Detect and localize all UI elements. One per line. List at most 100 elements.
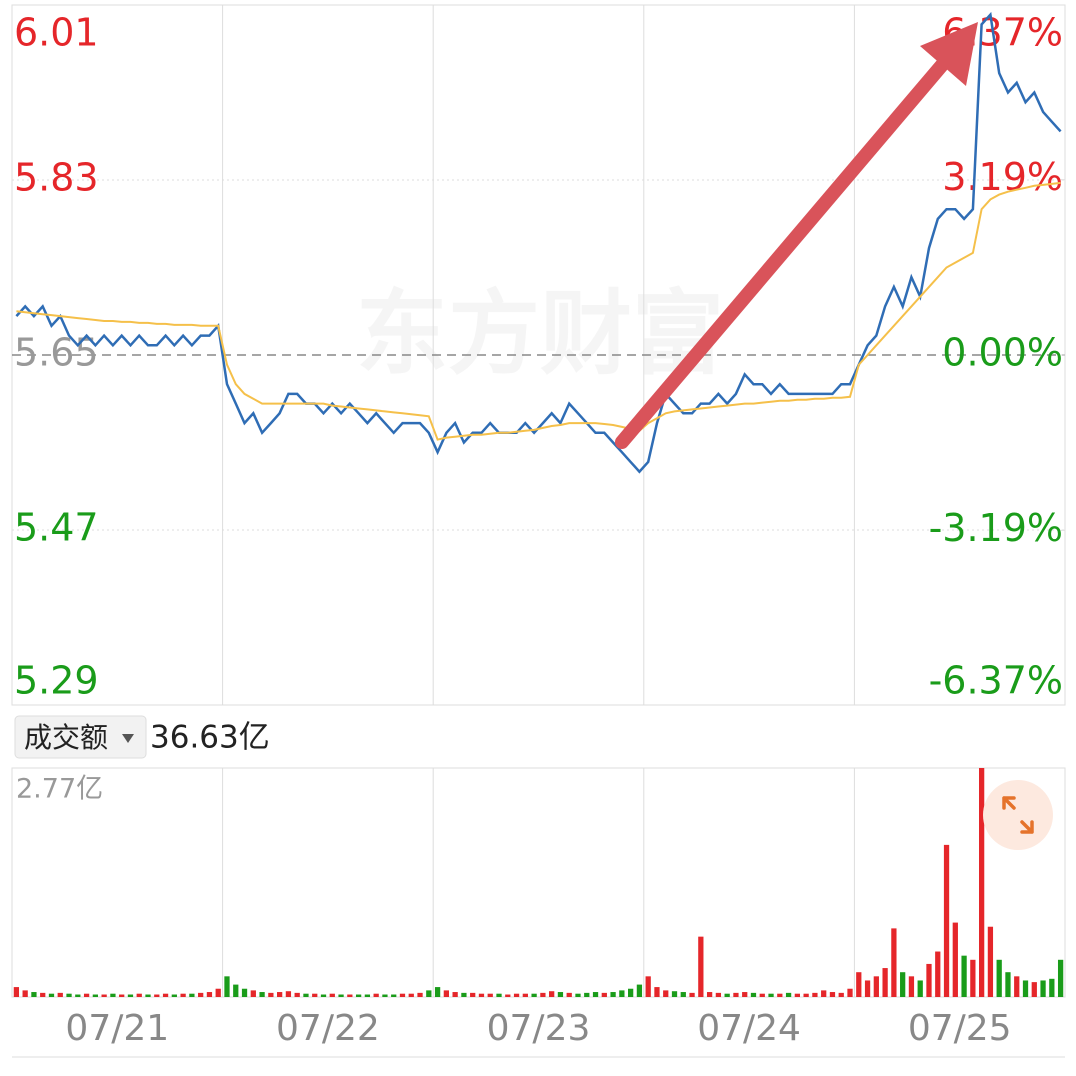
volume-bar [917, 980, 923, 997]
volume-bar [961, 955, 967, 997]
volume-bar [838, 992, 844, 997]
volume-bar [312, 993, 318, 997]
volume-bar [882, 968, 888, 997]
y-tick-label: 5.47 [14, 506, 99, 550]
watermark: 东方财富 [356, 280, 724, 387]
volume-bar [22, 990, 28, 997]
volume-bar [206, 992, 213, 997]
volume-bar [478, 993, 485, 997]
volume-bar [900, 972, 906, 997]
volume-bar [487, 993, 493, 997]
volume-bar [1022, 980, 1029, 997]
volume-bar [189, 993, 195, 997]
volume-bar [908, 976, 915, 997]
volume-bar [803, 993, 809, 997]
volume-bar [1057, 959, 1064, 997]
volume-bar [408, 993, 414, 997]
volume-bar [540, 992, 546, 997]
volume-bar [531, 993, 537, 997]
volume-bar [891, 928, 897, 997]
volume-bar [970, 959, 976, 997]
volume-bar [706, 992, 713, 997]
selector-label[interactable]: 成交额 [24, 721, 108, 754]
volume-bar [303, 993, 309, 997]
volume-bar [1040, 980, 1046, 997]
volume-bar [48, 993, 55, 997]
expand-button[interactable] [983, 780, 1053, 850]
volume-bar [294, 992, 300, 997]
volume-bar [198, 992, 204, 997]
dropdown-caret[interactable] [122, 734, 134, 743]
volume-bar [671, 991, 678, 997]
volume-bar [628, 988, 634, 997]
volume-bar [154, 994, 160, 997]
volume-bar [382, 994, 388, 997]
volume-bar [750, 992, 757, 997]
volume-bar [557, 992, 564, 997]
volume-bar [461, 992, 467, 997]
volume-bar [935, 951, 941, 997]
volume-bar [145, 994, 151, 997]
plot-frame [11, 767, 1066, 998]
volume-bar [759, 993, 765, 997]
volume-bar [127, 994, 134, 997]
volume-bar [943, 844, 950, 997]
x-tick-label: 07/23 [487, 1008, 591, 1049]
volume-bar [329, 993, 335, 997]
volume-bar [592, 992, 599, 997]
volume-bar [733, 992, 739, 997]
volume-bar [224, 976, 230, 997]
volume-bar [698, 936, 704, 997]
volume-bar [13, 987, 20, 997]
volume-bar [355, 994, 362, 997]
y-tick-label: 2.77亿 [16, 774, 103, 805]
volume-bar [391, 994, 397, 997]
volume-bar [434, 987, 441, 997]
volume-bar [742, 992, 748, 997]
volume-bar [680, 992, 686, 997]
volume-bar [347, 994, 353, 997]
volume-bar [864, 980, 871, 997]
volume-bar [619, 990, 625, 997]
volume-bar [1049, 978, 1055, 997]
volume-bar [452, 992, 458, 997]
volume-bar [101, 994, 107, 997]
volume-bar [768, 993, 774, 997]
series-line [15, 11, 1062, 474]
volume-bar [215, 988, 221, 997]
volume-bar [952, 922, 958, 997]
x-tick-label: 07/25 [908, 1008, 1012, 1049]
volume-bar [1005, 972, 1011, 997]
volume-bar [785, 992, 792, 997]
series-line [16, 181, 1061, 441]
volume-bar [417, 992, 423, 997]
volume-bar [268, 992, 274, 997]
volume-bar [979, 768, 985, 997]
y-tick-label: 5.29 [14, 659, 99, 703]
volume-bar [426, 990, 432, 997]
volume-bar [636, 984, 643, 997]
volume-bar [83, 993, 90, 997]
volume-bar [566, 992, 572, 997]
selector[interactable] [14, 715, 147, 759]
volume-bar [285, 991, 292, 997]
volume-bar [119, 994, 125, 997]
volume-bar [584, 992, 590, 997]
volume-bar [812, 992, 818, 997]
volume-bar [654, 987, 660, 997]
volume-bar [496, 993, 502, 997]
y-tick-label: 5.83 [14, 156, 99, 200]
volume-bar [470, 992, 476, 997]
y-tick-label: 6.01 [14, 11, 99, 55]
volume-bar [610, 992, 616, 997]
volume-bar [233, 984, 239, 997]
volume-bar [180, 993, 186, 997]
volume-bar [277, 992, 283, 997]
y2-tick-label: 3.19% [942, 155, 1063, 199]
volume-bar [856, 972, 862, 997]
volume-bar [399, 993, 406, 997]
volume-bar [31, 992, 37, 997]
x-tick-label: 07/24 [697, 1008, 801, 1049]
volume-bar [829, 992, 836, 997]
